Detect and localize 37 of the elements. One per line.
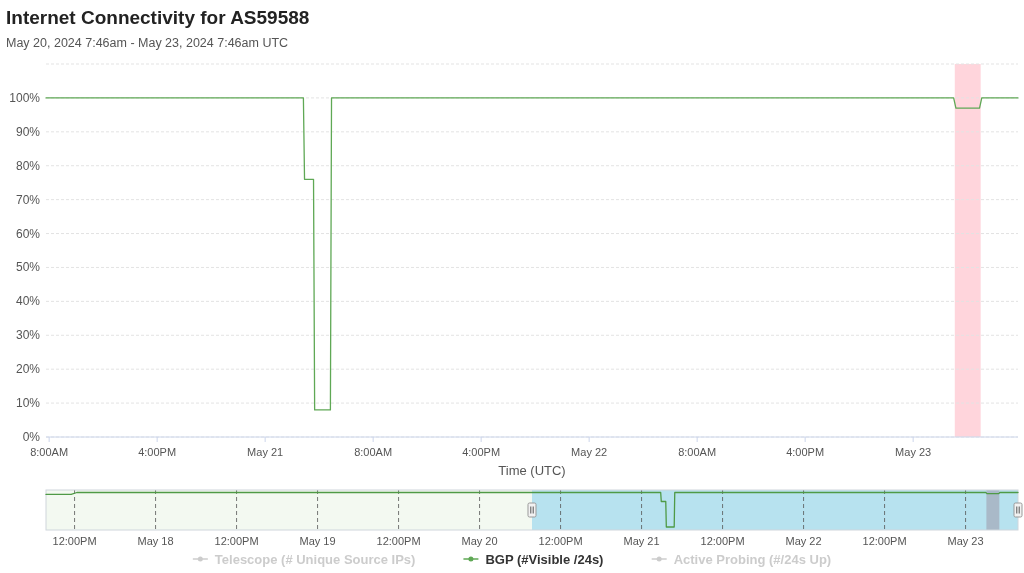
x-tick-label: 8:00AM (354, 446, 393, 458)
y-tick-label: 70% (15, 192, 41, 207)
x-tick-label: 4:00PM (786, 446, 825, 458)
x-tick-label: 12:00PM (376, 535, 421, 547)
x-tick-label: 12:00PM (538, 535, 583, 547)
x-tick-label: May 19 (299, 535, 336, 547)
chart-title: Internet Connectivity for AS59588 (6, 7, 310, 28)
y-tick-label: 50% (15, 260, 41, 275)
x-tick-label: 4:00PM (138, 446, 177, 458)
x-tick-label: 8:00AM (678, 446, 717, 458)
y-tick-label: 100% (9, 90, 41, 105)
y-tick-label: 30% (15, 328, 41, 343)
x-tick-label: 12:00PM (214, 535, 259, 547)
legend-label: BGP (#Visible /24s) (485, 551, 604, 567)
x-tick-label: 8:00AM (30, 446, 69, 458)
x-tick-label: May 22 (571, 446, 608, 458)
chart-subtitle: May 20, 2024 7:46am - May 23, 2024 7:46am UTC (6, 36, 289, 50)
y-tick-label: 80% (15, 158, 41, 173)
y-tick-label: 20% (15, 362, 41, 377)
y-tick-label: 0% (22, 430, 41, 444)
x-tick-label: May 20 (461, 535, 498, 547)
x-axis-title: Time (UTC) (498, 463, 566, 478)
x-tick-label: 12:00PM (52, 535, 97, 547)
x-tick-label: May 23 (895, 446, 932, 458)
y-tick-label: 10% (15, 396, 41, 411)
x-tick-label: May 21 (247, 446, 284, 458)
y-tick-label: 90% (15, 124, 41, 139)
y-tick-label: 40% (15, 294, 41, 309)
x-tick-label: May 23 (947, 535, 984, 547)
x-tick-label: 12:00PM (700, 535, 745, 547)
line-series (45, 97, 1019, 411)
x-tick-label: May 22 (785, 535, 822, 547)
x-tick-label: 4:00PM (462, 446, 501, 458)
y-tick-label: 60% (15, 226, 41, 241)
x-tick-label: May 21 (623, 535, 660, 547)
x-tick-label: May 18 (137, 535, 174, 547)
x-tick-label: 12:00PM (862, 535, 907, 547)
